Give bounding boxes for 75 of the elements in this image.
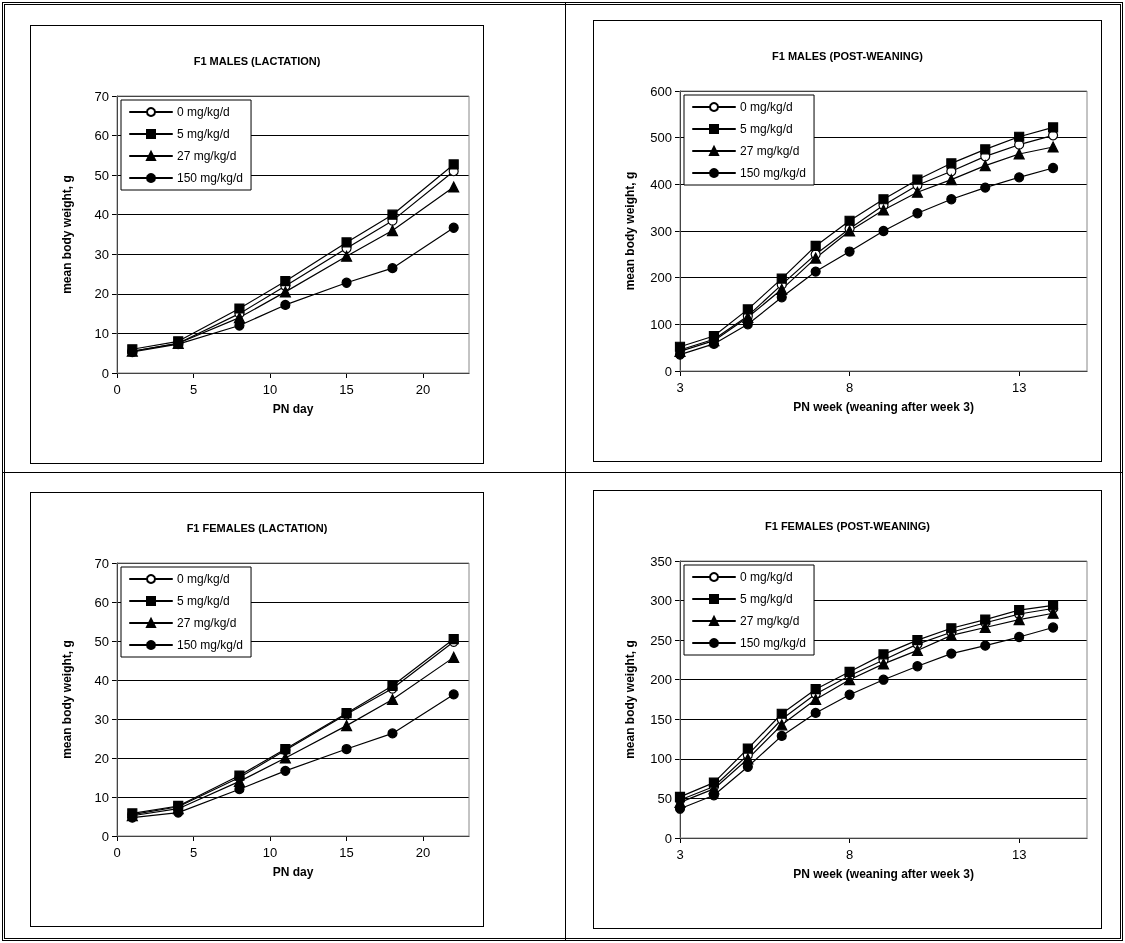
- y-tick-label: 70: [94, 88, 109, 104]
- y-tick-label: 200: [650, 672, 672, 688]
- x-tick-label: 0: [113, 845, 121, 860]
- y-tick-label: 50: [94, 167, 109, 183]
- legend-label: 5 mg/kg/d: [177, 594, 230, 608]
- y-tick-label: 400: [650, 176, 672, 192]
- x-tick-label: 5: [189, 845, 198, 860]
- y-axis-title: mean body weight, g: [623, 640, 637, 759]
- legend-label: 0 mg/kg/d: [177, 572, 230, 586]
- legend-label: 150 mg/kg/d: [177, 638, 244, 652]
- y-tick-label: 40: [94, 672, 109, 688]
- x-tick-label: 15: [339, 845, 354, 860]
- x-tick-label: 20: [415, 382, 431, 397]
- legend-label: 5 mg/kg/d: [740, 592, 793, 606]
- chart-title: F1 FEMALES (LACTATION): [186, 521, 328, 534]
- legend-label: 5 mg/kg/d: [177, 127, 230, 141]
- y-tick-label: 150: [650, 711, 672, 727]
- y-tick-label: 50: [657, 790, 672, 806]
- x-axis-title: PN day: [272, 865, 314, 879]
- legend-label: 0 mg/kg/d: [740, 100, 793, 114]
- y-tick-label: 100: [650, 316, 672, 332]
- y-tick-label: 10: [94, 789, 109, 805]
- y-axis-title: mean body weight, g: [60, 175, 74, 294]
- y-tick-label: 40: [94, 207, 109, 223]
- legend-label: 5 mg/kg/d: [740, 122, 793, 136]
- y-tick-label: 0: [664, 830, 672, 846]
- x-tick-label: 10: [262, 845, 278, 860]
- y-tick-label: 20: [94, 286, 109, 302]
- y-tick-label: 300: [650, 223, 672, 239]
- legend-label: 27 mg/kg/d: [740, 144, 800, 158]
- y-tick-label: 0: [101, 365, 109, 381]
- legend-label: 0 mg/kg/d: [177, 105, 230, 119]
- x-axis-title: PN week (weaning after week 3): [793, 400, 974, 414]
- legend-label: 150 mg/kg/d: [740, 166, 807, 180]
- y-axis-title: mean body weight, g: [60, 640, 74, 759]
- x-tick-label: 3: [676, 847, 684, 862]
- y-tick-label: 100: [650, 751, 672, 767]
- x-tick-label: 5: [189, 382, 198, 397]
- chart-title: F1 FEMALES (POST-WEANING): [765, 519, 931, 532]
- y-tick-label: 350: [650, 553, 672, 569]
- y-tick-label: 10: [94, 325, 109, 341]
- y-tick-label: 500: [650, 130, 672, 146]
- x-axis-title: PN day: [272, 402, 314, 416]
- legend-label: 0 mg/kg/d: [740, 570, 793, 584]
- chart-title: F1 MALES (LACTATION): [193, 54, 321, 67]
- x-tick-label: 13: [1011, 380, 1027, 395]
- y-axis-title: mean body weight, g: [623, 171, 637, 291]
- legend-label: 150 mg/kg/d: [177, 171, 244, 185]
- y-tick-label: 300: [650, 593, 672, 609]
- chart-title: F1 MALES (POST-WEANING): [772, 49, 924, 62]
- y-tick-label: 30: [94, 711, 109, 727]
- y-tick-label: 0: [664, 363, 672, 379]
- y-tick-label: 200: [650, 270, 672, 286]
- y-tick-label: 250: [650, 632, 672, 648]
- x-tick-label: 20: [415, 845, 431, 860]
- x-axis-title: PN week (weaning after week 3): [793, 867, 974, 881]
- x-tick-label: 10: [262, 382, 278, 397]
- x-tick-label: 3: [676, 380, 684, 395]
- x-tick-label: 0: [113, 382, 121, 397]
- y-tick-label: 60: [94, 594, 109, 610]
- y-tick-label: 50: [94, 633, 109, 649]
- y-tick-label: 600: [650, 83, 672, 99]
- x-tick-label: 15: [339, 382, 354, 397]
- y-tick-label: 70: [94, 555, 109, 571]
- x-tick-label: 13: [1011, 847, 1027, 862]
- legend-label: 27 mg/kg/d: [177, 616, 237, 630]
- legend-label: 150 mg/kg/d: [740, 636, 807, 650]
- x-tick-label: 8: [845, 847, 854, 862]
- y-tick-label: 0: [101, 828, 109, 844]
- x-tick-label: 8: [845, 380, 854, 395]
- y-tick-label: 20: [94, 750, 109, 766]
- y-tick-label: 60: [94, 128, 109, 144]
- y-tick-label: 30: [94, 246, 109, 262]
- legend-label: 27 mg/kg/d: [740, 614, 800, 628]
- legend-label: 27 mg/kg/d: [177, 149, 237, 163]
